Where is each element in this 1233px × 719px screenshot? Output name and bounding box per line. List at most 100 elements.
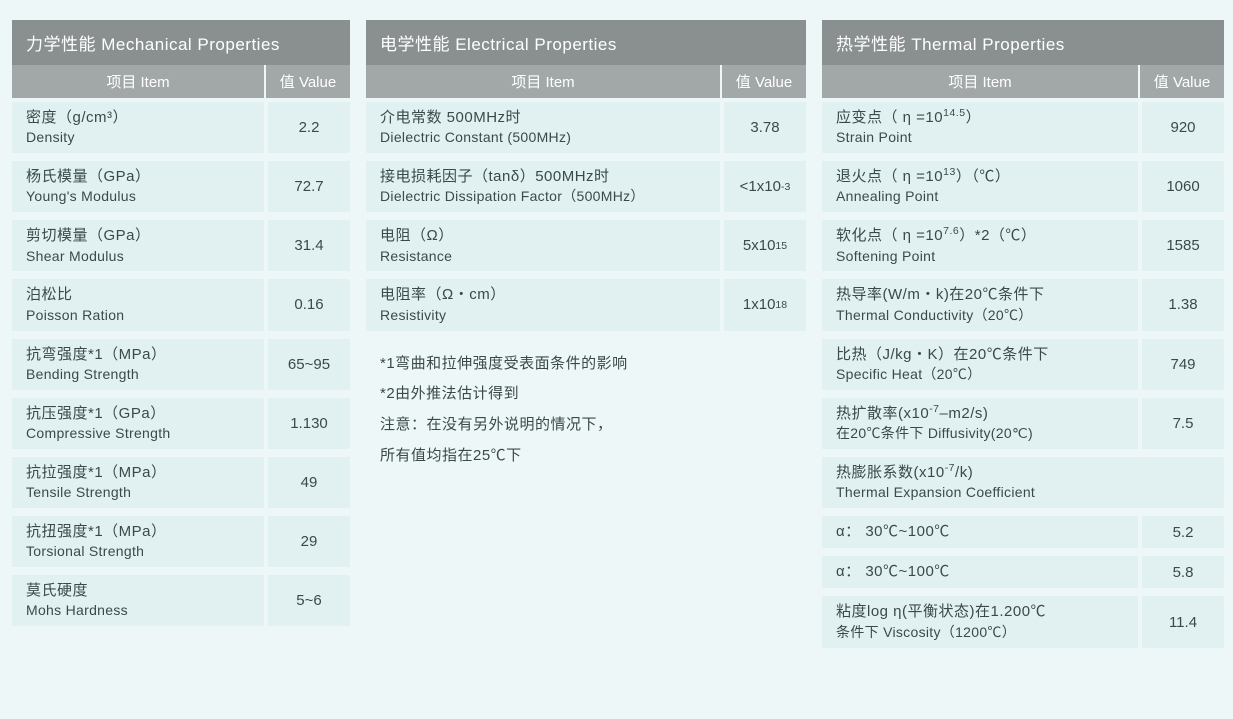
property-name: 比热（J/kg・K）在20℃条件下Specific Heat（20℃）	[822, 339, 1138, 390]
property-name-zh: 抗压强度*1（GPa）	[26, 404, 254, 424]
table-row: 热导率(W/m・k)在20℃条件下Thermal Conductivity（20…	[822, 279, 1224, 334]
property-name-en: Young's Modulus	[26, 187, 254, 206]
table-row: 应变点（ η =1014.5）Strain Point920	[822, 102, 1224, 157]
table-row: 热扩散率(x10-7–m2/s)在20℃条件下 Diffusivity(20℃)…	[822, 398, 1224, 453]
table-row: 莫氏硬度Mohs Hardness5~6	[12, 575, 350, 630]
property-name-zh: 应变点（ η =1014.5）	[836, 108, 1128, 128]
property-name-en: Resistivity	[380, 306, 710, 325]
table-row: 粘度log η(平衡状态)在1.200℃条件下 Viscosity（1200℃）…	[822, 596, 1224, 651]
property-name: 粘度log η(平衡状态)在1.200℃条件下 Viscosity（1200℃）	[822, 596, 1138, 647]
property-name-zh: 抗拉强度*1（MPa）	[26, 463, 254, 483]
property-value: 5x1015	[720, 220, 806, 271]
property-name-en: Compressive Strength	[26, 424, 254, 443]
panel-1: 电学性能 Electrical Properties项目 Item值 Value…	[366, 20, 806, 478]
panel-0: 力学性能 Mechanical Properties项目 Item值 Value…	[12, 20, 350, 630]
property-value: 7.5	[1138, 398, 1224, 449]
table-row: 泊松比Poisson Ration0.16	[12, 279, 350, 334]
property-name: 退火点（ η =1013）（℃）Annealing Point	[822, 161, 1138, 212]
table-row: 抗拉强度*1（MPa）Tensile Strength49	[12, 457, 350, 512]
property-name: 杨氏模量（GPa）Young's Modulus	[12, 161, 264, 212]
subheader-value: 值 Value	[264, 65, 350, 98]
subheader-value: 值 Value	[1138, 65, 1224, 98]
table-row: 密度（g/cm³）Density2.2	[12, 102, 350, 157]
property-name: 电阻率（Ω・cm）Resistivity	[366, 279, 720, 330]
property-name-zh: 粘度log η(平衡状态)在1.200℃	[836, 602, 1128, 622]
property-value: 1060	[1138, 161, 1224, 212]
table-row: 抗弯强度*1（MPa）Bending Strength 65~95	[12, 339, 350, 394]
property-name-en: Shear Modulus	[26, 247, 254, 266]
table-row: 抗压强度*1（GPa）Compressive Strength 1.130	[12, 398, 350, 453]
property-name: 莫氏硬度Mohs Hardness	[12, 575, 264, 626]
property-value: 3.78	[720, 102, 806, 153]
panel-title: 力学性能 Mechanical Properties	[12, 20, 350, 65]
property-name: 抗扭强度*1（MPa）Torsional Strength	[12, 516, 264, 567]
property-name-zh: 电阻（Ω）	[380, 226, 710, 246]
property-name-en: Resistance	[380, 247, 710, 266]
property-name: 密度（g/cm³）Density	[12, 102, 264, 153]
property-name-zh: 抗扭强度*1（MPa）	[26, 522, 254, 542]
panel-subheader: 项目 Item值 Value	[822, 65, 1224, 98]
property-value: 1.38	[1138, 279, 1224, 330]
footnote-line: 所有值均指在25℃下	[380, 441, 792, 472]
table-row: α： 30℃~100℃ 5.2	[822, 516, 1224, 552]
property-name-zh: 介电常数 500MHz时	[380, 108, 710, 128]
property-name-en: Softening Point	[836, 247, 1128, 266]
property-value: 31.4	[264, 220, 350, 271]
property-name: 电阻（Ω）Resistance	[366, 220, 720, 271]
property-name-en: Specific Heat（20℃）	[836, 365, 1128, 384]
property-name: 热扩散率(x10-7–m2/s)在20℃条件下 Diffusivity(20℃)	[822, 398, 1138, 449]
property-name-en: Mohs Hardness	[26, 601, 254, 620]
property-name-zh: 热扩散率(x10-7–m2/s)	[836, 404, 1128, 424]
subheader-value: 值 Value	[720, 65, 806, 98]
property-name: 应变点（ η =1014.5）Strain Point	[822, 102, 1138, 153]
table-row: 热膨胀系数(x10-7/k)Thermal Expansion Coeffici…	[822, 457, 1224, 512]
property-name-en: Tensile Strength	[26, 483, 254, 502]
property-value: 49	[264, 457, 350, 508]
property-name-zh: 退火点（ η =1013）（℃）	[836, 167, 1128, 187]
property-name-en: Bending Strength	[26, 365, 254, 384]
table-row: 杨氏模量（GPa）Young's Modulus72.7	[12, 161, 350, 216]
property-name: 接电损耗因子（tanδ）500MHz时Dielectric Dissipatio…	[366, 161, 720, 212]
property-value: 749	[1138, 339, 1224, 390]
subheader-item: 项目 Item	[822, 65, 1138, 98]
property-name-zh: 抗弯强度*1（MPa）	[26, 345, 254, 365]
table-row: 介电常数 500MHz时Dielectric Constant (500MHz)…	[366, 102, 806, 157]
property-value: 2.2	[264, 102, 350, 153]
property-value: 5~6	[264, 575, 350, 626]
property-name: 剪切模量（GPa）Shear Modulus	[12, 220, 264, 271]
property-value: 5.8	[1138, 556, 1224, 588]
property-name-zh: 软化点（ η =107.6）*2（℃）	[836, 226, 1128, 246]
property-name: 软化点（ η =107.6）*2（℃）Softening Point	[822, 220, 1138, 271]
property-value: 72.7	[264, 161, 350, 212]
property-name: 泊松比Poisson Ration	[12, 279, 264, 330]
panel-title: 电学性能 Electrical Properties	[366, 20, 806, 65]
property-name-en: Annealing Point	[836, 187, 1128, 206]
property-name-en: Strain Point	[836, 128, 1128, 147]
property-name: 热膨胀系数(x10-7/k)Thermal Expansion Coeffici…	[822, 457, 1138, 508]
property-name-zh: α： 30℃~100℃	[836, 522, 1128, 542]
property-name-zh: 热导率(W/m・k)在20℃条件下	[836, 285, 1128, 305]
panel-subheader: 项目 Item值 Value	[12, 65, 350, 98]
property-name: α： 30℃~100℃	[822, 516, 1138, 548]
property-name-zh: 泊松比	[26, 285, 254, 305]
table-row: α： 30℃~100℃5.8	[822, 556, 1224, 592]
footnote-line: *1弯曲和拉伸强度受表面条件的影响	[380, 349, 792, 380]
table-row: 退火点（ η =1013）（℃）Annealing Point1060	[822, 161, 1224, 216]
property-name-en: Thermal Conductivity（20℃）	[836, 306, 1128, 325]
property-name-en: Thermal Expansion Coefficient	[836, 483, 1128, 502]
property-name-zh: 剪切模量（GPa）	[26, 226, 254, 246]
property-name-en: Poisson Ration	[26, 306, 254, 325]
property-name-en: Dielectric Constant (500MHz)	[380, 128, 710, 147]
panel-2: 热学性能 Thermal Properties项目 Item值 Value应变点…	[822, 20, 1224, 652]
property-value: 0.16	[264, 279, 350, 330]
property-value: 1.130	[264, 398, 350, 449]
property-name-zh: 电阻率（Ω・cm）	[380, 285, 710, 305]
property-name: 抗拉强度*1（MPa）Tensile Strength	[12, 457, 264, 508]
property-value: <1x10-3	[720, 161, 806, 212]
property-name-zh: 接电损耗因子（tanδ）500MHz时	[380, 167, 710, 187]
property-value: 5.2	[1138, 516, 1224, 548]
property-name-en: Dielectric Dissipation Factor（500MHz）	[380, 187, 710, 206]
table-row: 剪切模量（GPa）Shear Modulus31.4	[12, 220, 350, 275]
property-name-zh: 比热（J/kg・K）在20℃条件下	[836, 345, 1128, 365]
property-value: 65~95	[264, 339, 350, 390]
